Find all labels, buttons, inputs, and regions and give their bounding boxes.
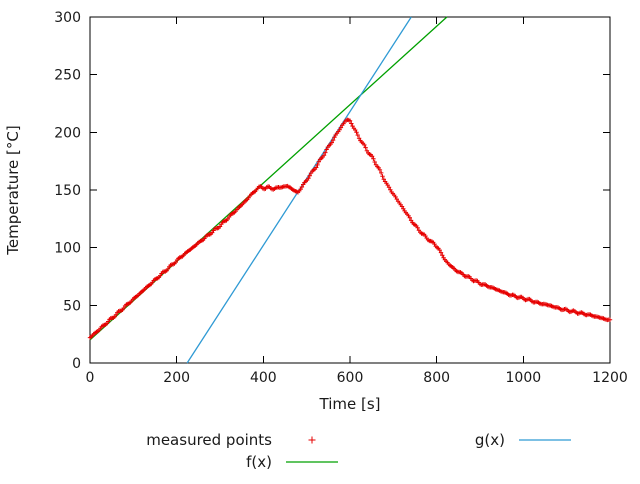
- x-tick-label: 400: [250, 370, 277, 386]
- legend-label-g: g(x): [474, 431, 505, 449]
- y-axis-title: Temperature [°C]: [4, 125, 22, 255]
- y-tick-label: 0: [72, 356, 81, 372]
- legend-label-f: f(x): [246, 453, 272, 471]
- plot-border: [89, 16, 611, 364]
- y-tick-label: 100: [54, 241, 81, 257]
- x-tick-label: 200: [163, 370, 190, 386]
- y-tick-label: 250: [54, 68, 81, 84]
- x-tick-label: 0: [86, 370, 95, 386]
- legend-plus-marker: [308, 436, 316, 444]
- y-tick-label: 300: [54, 10, 81, 26]
- y-tick-label: 50: [63, 298, 81, 314]
- x-tick-label: 1200: [592, 370, 628, 386]
- series-points-measured points: [87, 117, 613, 340]
- y-tick-label: 150: [54, 183, 81, 199]
- legend-label-measured: measured points: [146, 431, 272, 449]
- legend-sample-measured: [308, 436, 316, 444]
- legend-entry-f: f(x): [40, 453, 340, 471]
- legend-sample-f: [286, 461, 338, 463]
- x-tick-label: 800: [423, 370, 450, 386]
- legend-entry-measured: measured points: [40, 431, 340, 449]
- legend-sample-g: [519, 439, 571, 441]
- y-tick-label: 200: [54, 125, 81, 141]
- x-tick-label: 600: [337, 370, 364, 386]
- x-axis-title: Time [s]: [319, 395, 381, 413]
- legend-entry-g: g(x): [300, 431, 573, 449]
- x-tick-label: 1000: [506, 370, 542, 386]
